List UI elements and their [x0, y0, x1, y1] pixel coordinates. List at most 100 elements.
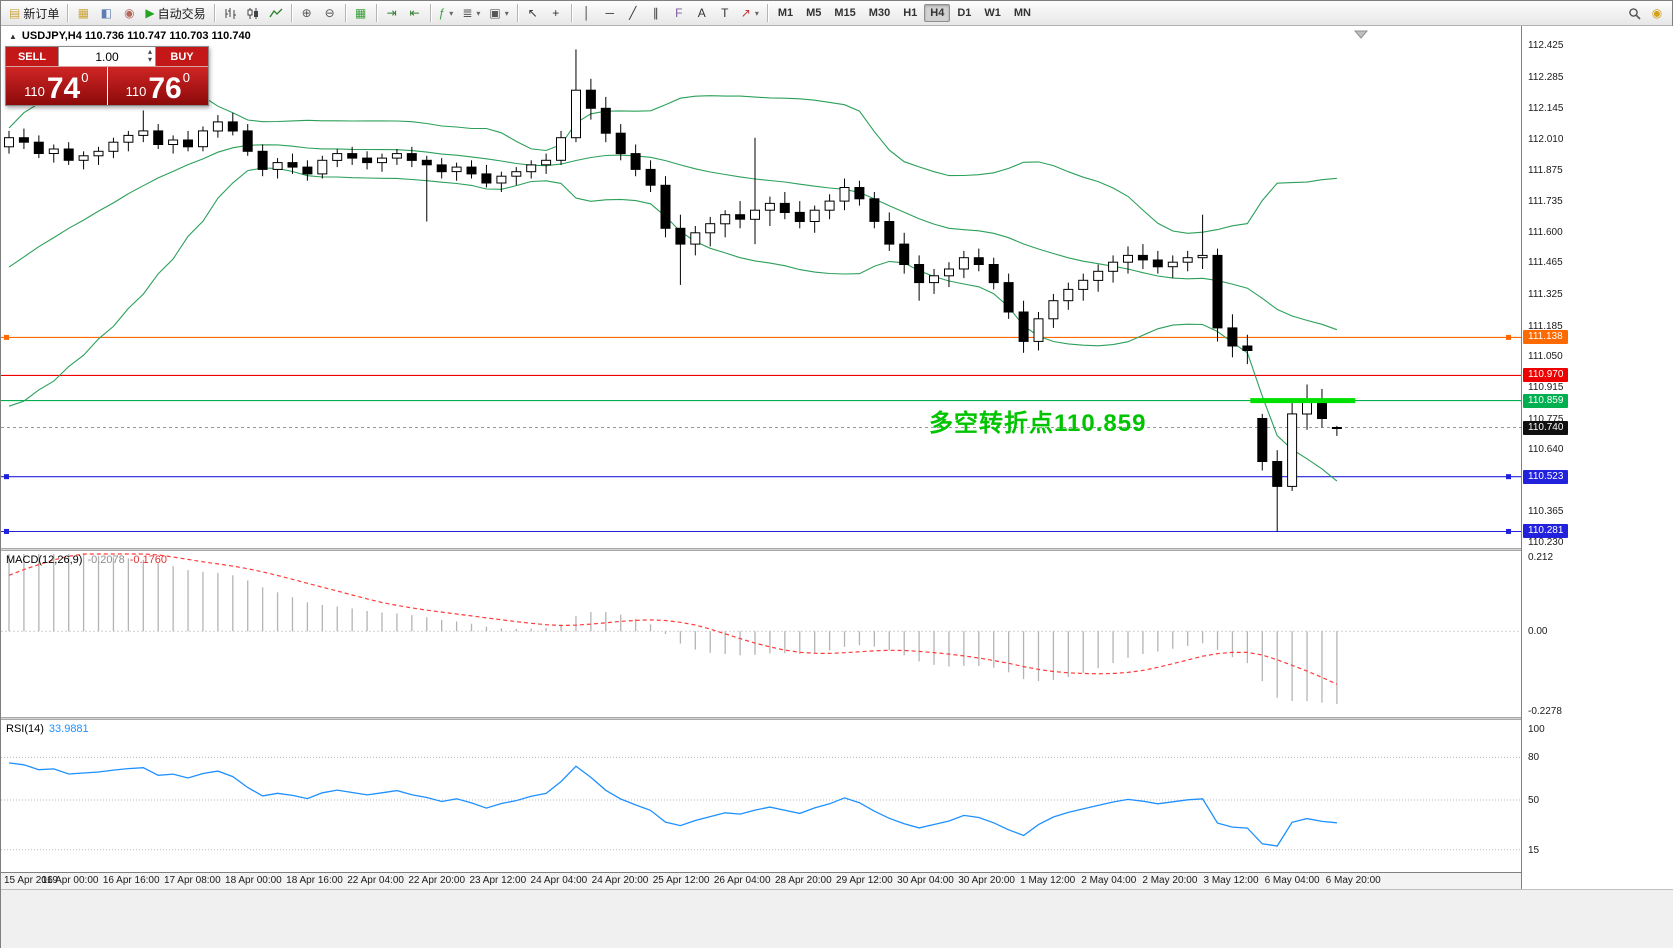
- vertical-line-button[interactable]: │: [576, 3, 598, 23]
- candle: [1048, 300, 1059, 320]
- line-chart-icon: [269, 7, 283, 20]
- candle: [526, 164, 537, 173]
- timeframe-d1-button[interactable]: D1: [951, 4, 977, 22]
- arrows-button[interactable]: ↗ ▾: [737, 3, 763, 23]
- timeframe-w1-button[interactable]: W1: [978, 4, 1007, 22]
- sell-price-button[interactable]: 110 74 0: [6, 67, 108, 105]
- pane-separator-macd[interactable]: [1, 548, 1673, 551]
- timeframe-m1-button[interactable]: M1: [772, 4, 799, 22]
- chart-shift-button[interactable]: ⇤: [404, 3, 426, 23]
- market-watch-button[interactable]: ◉: [118, 3, 140, 23]
- volume-input[interactable]: 1.00 ▴ ▾: [58, 47, 156, 66]
- buy-button[interactable]: BUY: [156, 47, 208, 66]
- zoom-out-icon: ⊖: [324, 6, 335, 20]
- profiles-button[interactable]: ◧: [95, 3, 117, 23]
- candle: [914, 264, 925, 284]
- price-axis-border: [1521, 26, 1522, 889]
- price-axis-label: 110.775: [1528, 414, 1564, 425]
- zoom-out-button[interactable]: ⊖: [319, 3, 341, 23]
- highlight-segment-110859[interactable]: [1250, 398, 1356, 404]
- one-click-collapse-toggle[interactable]: ▲: [9, 31, 17, 41]
- volume-decrease-button[interactable]: ▾: [147, 55, 152, 64]
- macd-canvas[interactable]: [1, 551, 1521, 717]
- time-axis-label: 3 May 12:00: [1203, 875, 1259, 886]
- search-button[interactable]: [1623, 3, 1645, 23]
- candle: [660, 184, 671, 229]
- main-chart-pane[interactable]: ▲ USDJPY,H4 110.736 110.747 110.703 110.…: [1, 26, 1522, 548]
- candle: [287, 162, 298, 168]
- rsi-pane[interactable]: RSI(14) 33.9881: [1, 720, 1522, 872]
- templates-button[interactable]: ▣ ▾: [485, 3, 512, 23]
- cursor-icon: ↖: [527, 6, 538, 20]
- chart-annotation-text[interactable]: 多空转折点110.859: [929, 410, 1147, 437]
- price-axis[interactable]: 112.425 112.285 112.145 112.010 111.875 111.7…: [1522, 26, 1673, 889]
- chart-shift-marker[interactable]: [1353, 30, 1369, 39]
- new-chart-button[interactable]: ▦: [72, 3, 94, 23]
- pane-separator-rsi[interactable]: [1, 717, 1673, 720]
- toolbar-separator: [67, 4, 69, 22]
- macd-axis-label: 0.212: [1528, 552, 1554, 563]
- equidistant-channel-button[interactable]: ∥: [645, 3, 667, 23]
- candle: [973, 257, 984, 265]
- periods-button[interactable]: ≣ ▾: [458, 3, 484, 23]
- price-chart-canvas[interactable]: [1, 26, 1521, 548]
- sell-button[interactable]: SELL: [6, 47, 58, 66]
- timeframe-h1-button[interactable]: H1: [897, 4, 923, 22]
- macd-pane[interactable]: MACD(12,26,9) -0.2078 -0.1760: [1, 551, 1522, 717]
- candle: [123, 134, 134, 143]
- timeframe-m5-button[interactable]: M5: [800, 4, 827, 22]
- bar-chart-button[interactable]: [219, 3, 241, 23]
- candlestick-chart-button[interactable]: [242, 3, 264, 23]
- candle: [556, 137, 566, 161]
- timeframe-m5-button-label: M5: [806, 7, 822, 19]
- text-button[interactable]: A: [691, 3, 713, 23]
- horizontal-line-button[interactable]: ─: [599, 3, 621, 23]
- line-handle[interactable]: [4, 474, 9, 480]
- strategy-tester-button[interactable]: ▦: [350, 3, 372, 23]
- price-axis-label: 112.010: [1528, 134, 1564, 145]
- line-handle[interactable]: [1506, 474, 1511, 480]
- buy-price-big: 76: [148, 72, 182, 105]
- timeframe-mn-button[interactable]: MN: [1008, 4, 1037, 22]
- trendline-button[interactable]: ╱: [622, 3, 644, 23]
- cursor-button[interactable]: ↖: [522, 3, 544, 23]
- candle: [854, 187, 865, 200]
- line-handle[interactable]: [4, 334, 9, 340]
- candle: [869, 198, 880, 222]
- timeframe-m30-button[interactable]: M30: [863, 4, 896, 22]
- time-axis[interactable]: 15 Apr 2019 16 Apr 00:00 16 Apr 16:00 17 Ap…: [1, 872, 1673, 889]
- line-chart-button[interactable]: [265, 3, 287, 23]
- rsi-canvas[interactable]: [1, 720, 1521, 872]
- price-tag-110.523: 110.523: [1523, 470, 1569, 484]
- candle: [466, 166, 477, 175]
- candle: [391, 153, 402, 159]
- time-axis-label: 22 Apr 04:00: [347, 875, 404, 886]
- zoom-in-icon: ⊕: [301, 6, 312, 20]
- fibonacci-button[interactable]: F: [668, 3, 690, 23]
- time-axis-label: 30 Apr 04:00: [897, 875, 954, 886]
- line-handle[interactable]: [1506, 334, 1511, 340]
- time-axis-label: 15 Apr 2019: [4, 875, 58, 886]
- horizontal-line-icon: ─: [605, 6, 614, 20]
- text-label-button[interactable]: T: [714, 3, 736, 23]
- candle: [138, 130, 149, 136]
- line-handle[interactable]: [1506, 528, 1511, 534]
- volume-increase-button[interactable]: ▴: [147, 47, 152, 56]
- line-handle[interactable]: [4, 528, 9, 534]
- candle: [1123, 254, 1133, 263]
- crosshair-button[interactable]: +: [545, 3, 567, 23]
- timeframe-m15-button[interactable]: M15: [828, 4, 861, 22]
- price-axis-label: 111.185: [1528, 321, 1563, 332]
- timeframe-h4-button[interactable]: H4: [924, 4, 951, 22]
- zoom-in-button[interactable]: ⊕: [296, 3, 318, 23]
- macd-axis-label: -0.2278: [1528, 706, 1562, 717]
- buy-price-button[interactable]: 110 76 0: [107, 67, 208, 105]
- time-axis-label: 25 Apr 12:00: [652, 875, 710, 886]
- candle: [630, 153, 641, 170]
- mql5-community-button[interactable]: ◉: [1646, 3, 1668, 23]
- rsi-axis-label: 15: [1528, 845, 1540, 856]
- autotrading-button[interactable]: ▶ 自动交易: [141, 3, 209, 23]
- new-order-button[interactable]: ▤ 新订单: [5, 3, 63, 23]
- indicators-button[interactable]: ƒ ▾: [435, 3, 458, 23]
- auto-scroll-button[interactable]: ⇥: [381, 3, 403, 23]
